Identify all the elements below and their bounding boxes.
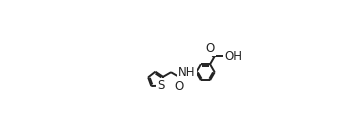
Text: S: S xyxy=(157,79,164,92)
Text: OH: OH xyxy=(224,50,242,63)
Text: O: O xyxy=(205,42,215,55)
Text: NH: NH xyxy=(178,66,196,79)
Text: O: O xyxy=(174,80,184,93)
